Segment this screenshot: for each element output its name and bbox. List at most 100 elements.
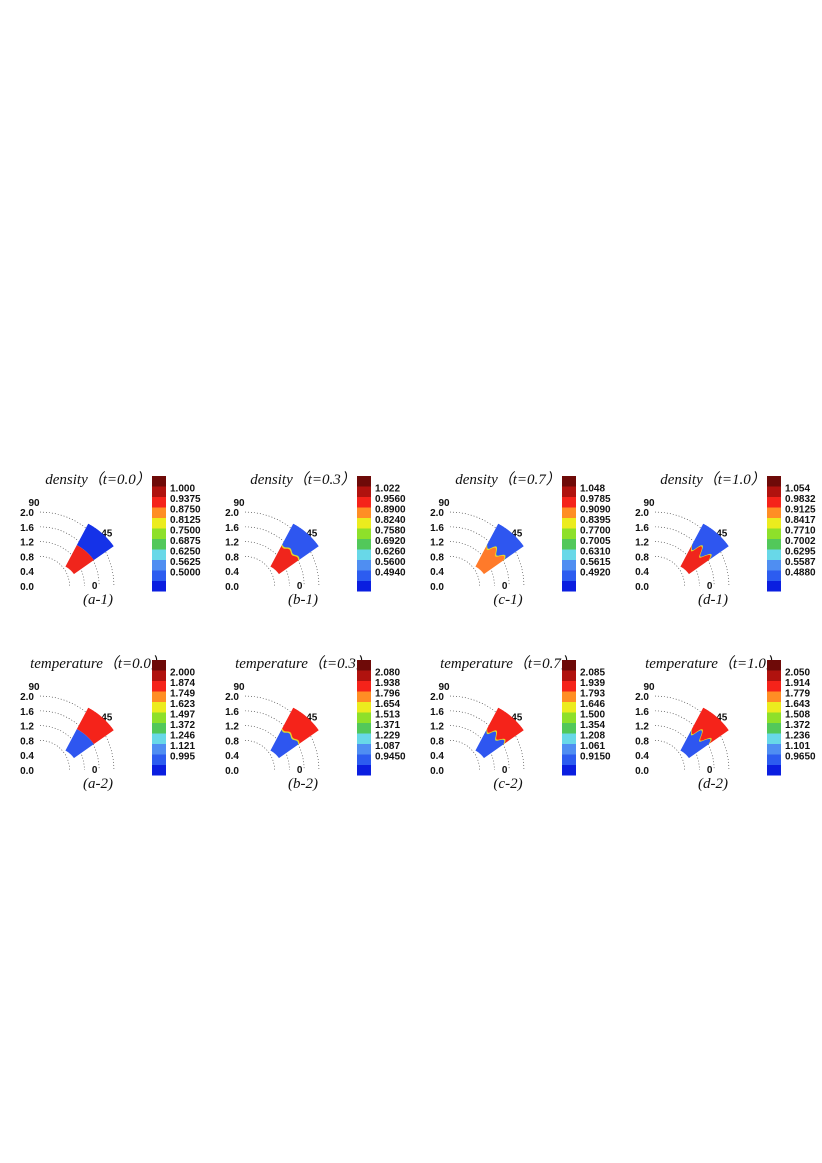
colorbar-block (562, 733, 576, 744)
colorbar-level-label: 1.874 (170, 678, 195, 689)
radial-tick-label: 1.2 (225, 722, 239, 733)
radial-tick-label: 0.0 (20, 582, 34, 593)
radial-tick-label: 0.4 (635, 567, 649, 578)
colorbar-block (767, 733, 781, 744)
colorbar-level-label: 2.080 (375, 668, 400, 679)
radial-tick-label: 1.2 (635, 722, 649, 733)
colorbar-block (767, 723, 781, 734)
grid-arc (39, 526, 100, 587)
colorbar-block (152, 581, 166, 592)
colorbar-level-label: 0.7500 (170, 526, 201, 537)
interface-band (486, 544, 506, 561)
angle-label-90: 90 (438, 498, 450, 509)
colorbar-level-label: 0.7580 (375, 526, 406, 537)
angle-label-0: 0 (502, 581, 508, 592)
angle-label-90: 90 (233, 682, 245, 693)
colorbar-block (767, 660, 781, 671)
radial-tick-label: 2.0 (225, 508, 239, 519)
radial-tick-label: 2.0 (635, 692, 649, 703)
panel-title: density（t=1.0） (660, 471, 766, 488)
colorbar-level-label: 1.938 (375, 678, 400, 689)
panel-b-1: 0.0 0.4 0.8 1.2 1.6 2.090 45 0 density（t=0.3） (b-… (225, 471, 406, 608)
colorbar-level-label: 1.914 (785, 678, 810, 689)
colorbar-block (357, 476, 371, 487)
outer-fluid-region (486, 523, 524, 561)
panel-title: temperature（t=0.3） (235, 655, 371, 672)
colorbar-block (357, 744, 371, 755)
angle-label-45: 45 (101, 712, 113, 723)
grid-arc (244, 556, 275, 587)
colorbar-block (767, 476, 781, 487)
colorbar-block (152, 702, 166, 713)
grid-arc (654, 710, 715, 771)
angle-label-90: 90 (643, 498, 655, 509)
colorbar-level-label: 0.8417 (785, 515, 816, 526)
colorbar-block (767, 670, 781, 681)
colorbar-level-label: 0.6310 (580, 547, 611, 558)
panel-caption: (a-1) (83, 592, 113, 608)
grid-arc (449, 740, 480, 771)
radial-tick-label: 0.8 (20, 552, 34, 563)
colorbar-level-label: 0.6875 (170, 536, 201, 547)
radial-tick-label: 2.0 (430, 692, 444, 703)
panel-caption: (a-2) (83, 776, 113, 792)
colorbar-level-label: 0.8395 (580, 515, 611, 526)
colorbar-block (152, 507, 166, 518)
colorbar-level-label: 0.9560 (375, 494, 406, 505)
colorbar-block (562, 570, 576, 581)
radial-tick-label: 1.6 (635, 707, 649, 718)
colorbar-block (152, 744, 166, 755)
colorbar-block (562, 518, 576, 529)
colorbar-block (767, 744, 781, 755)
colorbar-level-label: 1.939 (580, 678, 605, 689)
colorbar-block (357, 765, 371, 776)
colorbar-block (152, 528, 166, 539)
radial-tick-label: 1.2 (635, 538, 649, 549)
angle-label-90: 90 (28, 682, 40, 693)
colorbar-level-label: 0.4880 (785, 568, 816, 579)
radial-tick-label: 0.0 (225, 582, 239, 593)
colorbar-block (562, 712, 576, 723)
outer-fluid-region (76, 523, 114, 561)
colorbar-block (152, 712, 166, 723)
grid-arc (244, 740, 275, 771)
colorbar-level-label: 1.796 (375, 689, 400, 700)
angle-label-45: 45 (716, 712, 728, 723)
panel-a-2: 0.0 0.4 0.8 1.2 1.6 2.090 45 0 temperature（t=0.0… (20, 655, 195, 792)
colorbar-level-label: 2.000 (170, 668, 195, 679)
colorbar-block (357, 712, 371, 723)
panel-caption: (b-1) (288, 592, 318, 608)
colorbar-level-label: 1.654 (375, 699, 400, 710)
radial-tick-label: 0.4 (20, 567, 34, 578)
panel-b-2: 0.0 0.4 0.8 1.2 1.6 2.090 45 0 temperature（t=0.3… (225, 655, 406, 792)
colorbar-block (562, 486, 576, 497)
colorbar-block (357, 549, 371, 560)
colorbar-block (767, 765, 781, 776)
angle-label-90: 90 (643, 682, 655, 693)
colorbar-block (767, 560, 781, 571)
colorbar-block (562, 549, 576, 560)
colorbar-level-label: 1.229 (375, 731, 400, 742)
colorbar-block (357, 681, 371, 692)
radial-tick-label: 1.6 (635, 523, 649, 534)
colorbar-level-label: 1.246 (170, 731, 195, 742)
colorbar-block (562, 702, 576, 713)
colorbar-level-label: 0.9832 (785, 494, 816, 505)
radial-tick-label: 1.6 (430, 707, 444, 718)
colorbar-block (562, 539, 576, 550)
angle-label-45: 45 (306, 528, 318, 539)
panel-d-1: 0.0 0.4 0.8 1.2 1.6 2.090 45 0 density（t=1.0） (d-… (635, 471, 816, 608)
inner-fluid-region (680, 729, 712, 759)
colorbar-block (152, 670, 166, 681)
radial-tick-label: 0.0 (635, 766, 649, 777)
inner-fluid-region (680, 545, 712, 575)
colorbar-block (767, 507, 781, 518)
radial-tick-label: 0.8 (635, 736, 649, 747)
radial-tick-label: 1.6 (225, 523, 239, 534)
radial-tick-label: 0.8 (635, 552, 649, 563)
inner-fluid-region (475, 545, 505, 575)
colorbar-level-label: 0.8240 (375, 515, 406, 526)
colorbar-block (152, 765, 166, 776)
radial-tick-label: 0.4 (225, 567, 239, 578)
interface-band (690, 728, 712, 745)
